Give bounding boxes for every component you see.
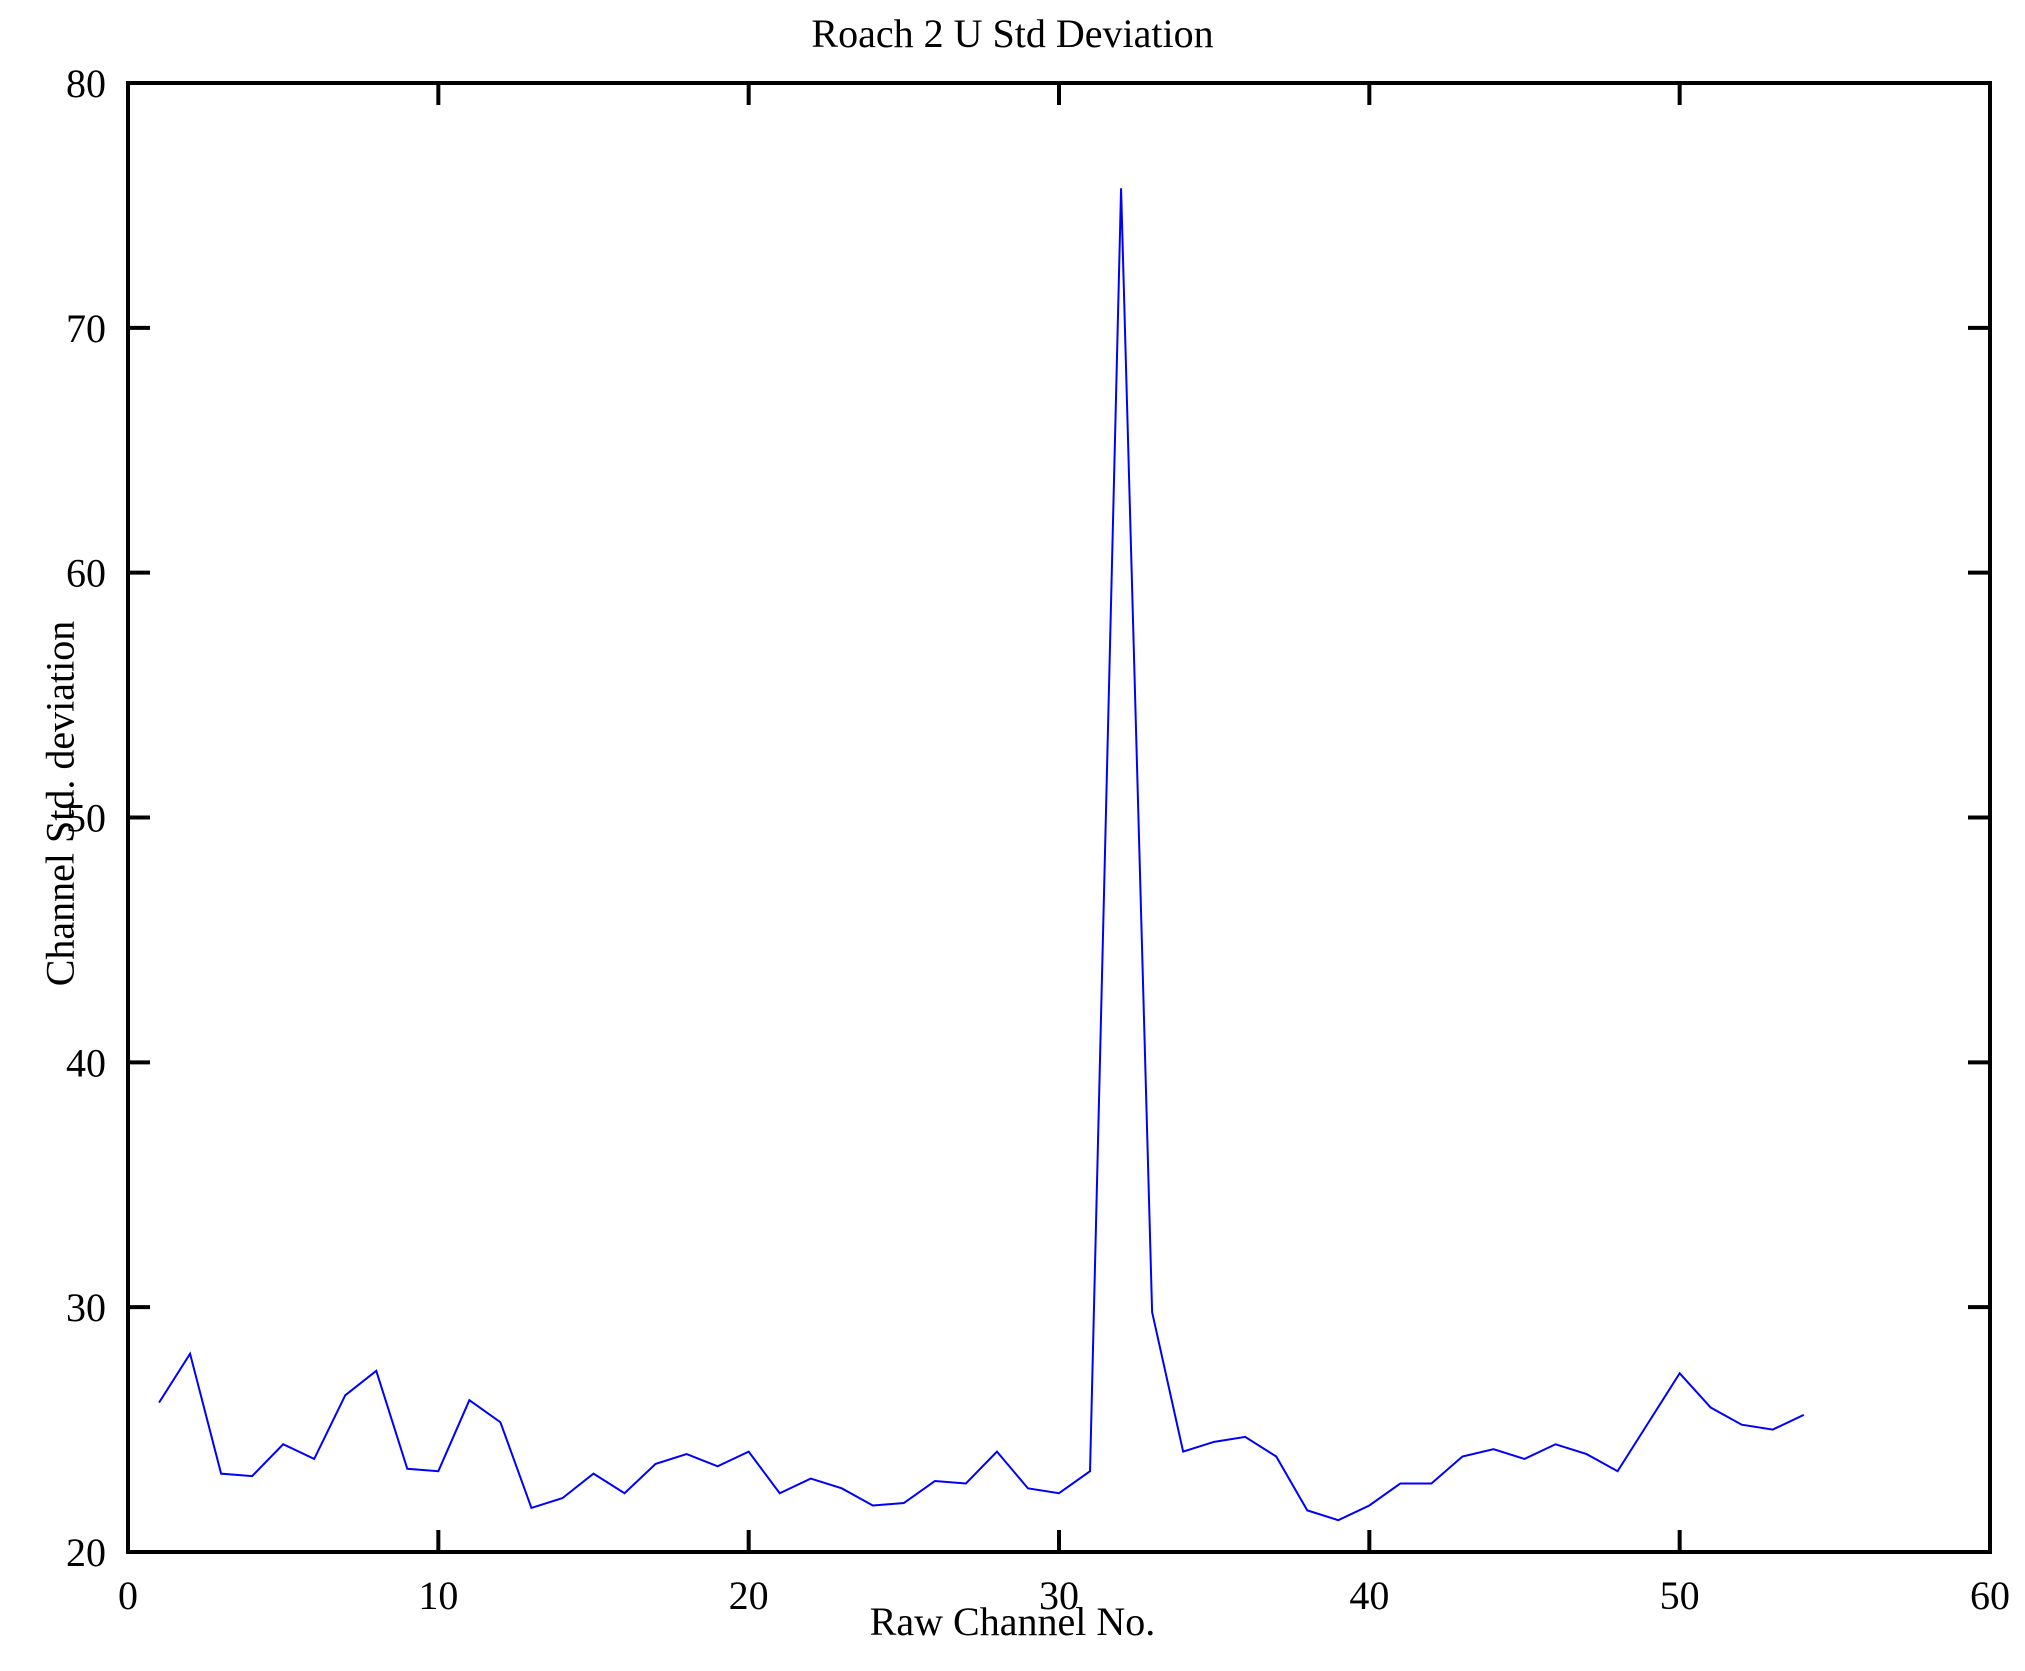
y-axis-label: Channel Std. deviation	[37, 620, 83, 987]
x-tick-label: 30	[1039, 1573, 1079, 1618]
axes-frame	[126, 81, 1992, 1554]
x-tick-label: 0	[118, 1573, 138, 1618]
y-tick-label: 60	[66, 551, 106, 596]
x-tick-label: 40	[1349, 1573, 1389, 1618]
y-tick-label: 80	[66, 61, 106, 106]
x-axis-tick-labels: 0 10 20 30 40 50 60	[118, 1573, 2010, 1618]
y-tick-label: 40	[66, 1040, 106, 1085]
x-tick-label: 10	[418, 1573, 458, 1618]
y-tick-label: 30	[66, 1285, 106, 1330]
data-line-roach-2-u	[158, 188, 1805, 1522]
y-tick-label: 50	[66, 796, 106, 841]
x-axis-label: Raw Channel No.	[869, 1599, 1156, 1644]
x-tick-label: 50	[1660, 1573, 1700, 1618]
axes-box	[126, 81, 1992, 1554]
chart-title: Roach 2 U Std Deviation	[811, 11, 1214, 56]
y-tick-label: 70	[66, 306, 106, 351]
y-tick-label: 20	[66, 1530, 106, 1575]
x-axis-ticks	[436, 83, 1682, 1552]
x-tick-label: 20	[729, 1573, 769, 1618]
x-tick-label: 60	[1970, 1573, 2010, 1618]
data-series-group	[158, 188, 1805, 1522]
y-axis-ticks	[128, 325, 1990, 1310]
y-axis-tick-labels: 20 30 40 50 60 70 80	[66, 61, 106, 1575]
